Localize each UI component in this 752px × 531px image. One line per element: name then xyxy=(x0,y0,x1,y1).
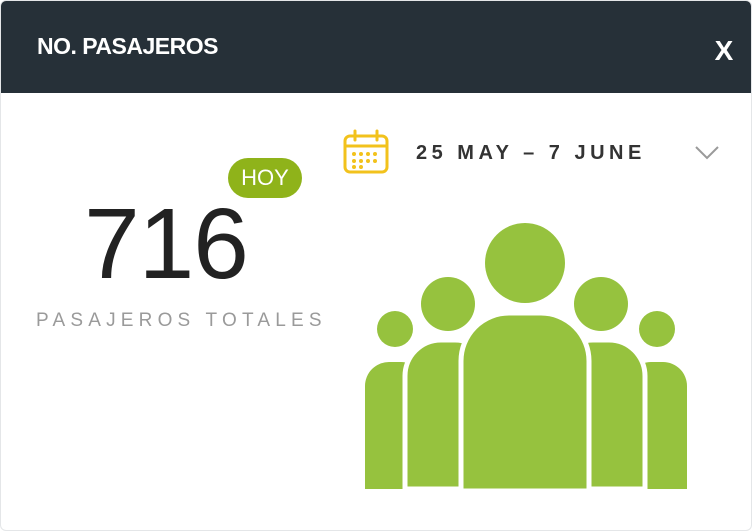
widget-header: NO. PASAJEROS X xyxy=(1,1,751,93)
passenger-count-label: PASAJEROS TOTALES xyxy=(36,310,327,331)
date-range-picker[interactable]: 25 MAY – 7 JUNE xyxy=(341,127,731,177)
today-badge: HOY xyxy=(228,158,302,198)
chevron-down-icon xyxy=(695,146,719,160)
close-button[interactable]: X xyxy=(714,35,734,66)
widget-title: NO. PASAJEROS xyxy=(37,33,218,59)
people-group-icon xyxy=(365,223,687,491)
date-range-label: 25 MAY – 7 JUNE xyxy=(416,142,646,164)
passenger-count: 716 xyxy=(84,188,249,300)
calendar-icon xyxy=(343,129,389,174)
